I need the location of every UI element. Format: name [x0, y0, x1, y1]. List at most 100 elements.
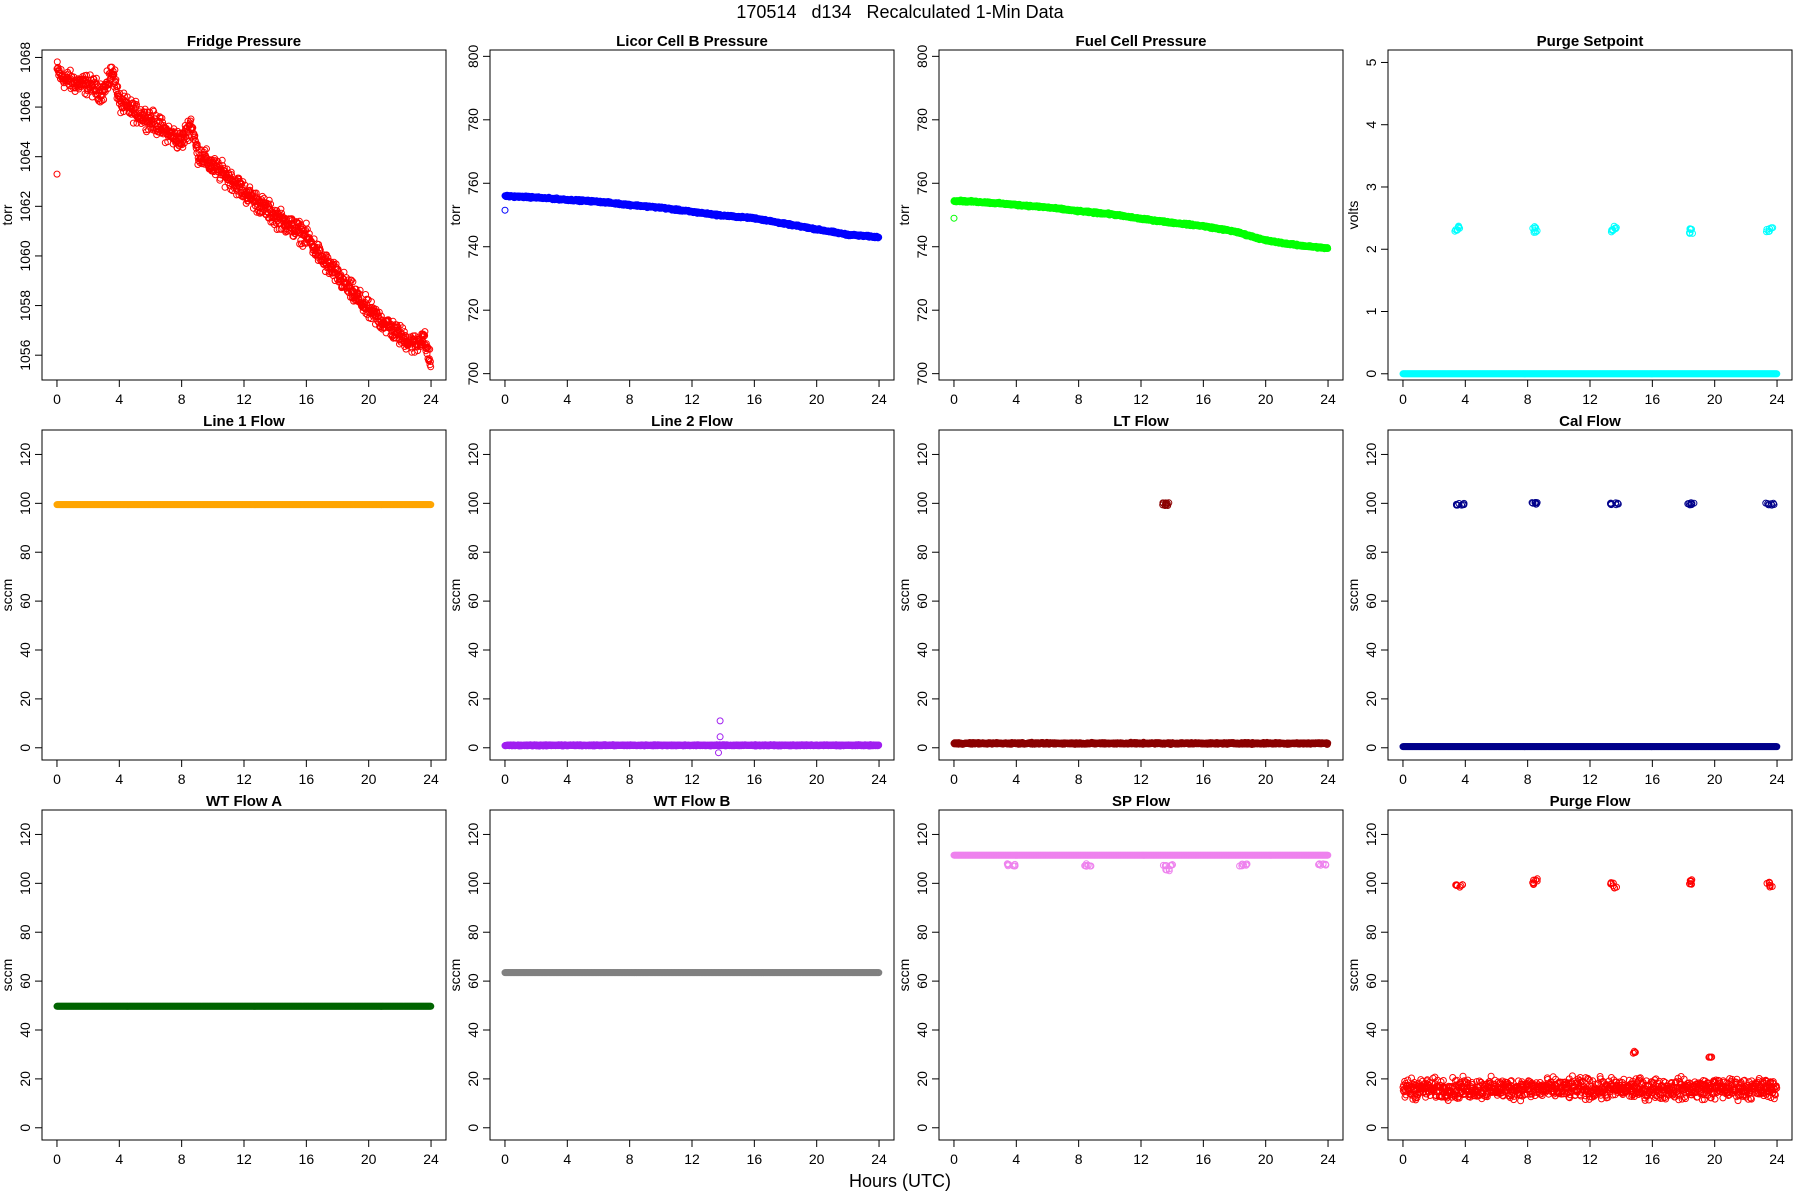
outlier-point	[53, 170, 61, 178]
data-point	[158, 114, 166, 122]
y-tick-label: 740	[914, 235, 930, 259]
y-tick-label: 720	[914, 298, 930, 322]
y-tick-label: 120	[17, 443, 33, 467]
x-tick-label: 8	[626, 771, 634, 787]
x-tick-label: 16	[747, 771, 763, 787]
data-point	[187, 115, 195, 123]
data-point	[201, 146, 209, 154]
data-point	[305, 230, 313, 238]
data-point	[418, 339, 425, 347]
x-tick-label: 24	[1320, 391, 1336, 407]
x-tick-label: 24	[871, 771, 887, 787]
data-point	[239, 178, 247, 186]
data-point	[426, 358, 434, 365]
plot-frame	[41, 429, 447, 761]
y-tick-label: 1060	[17, 240, 33, 271]
data-point	[147, 113, 155, 121]
x-tick-label: 0	[53, 391, 61, 407]
data-point	[265, 196, 273, 204]
y-tick-label: 100	[17, 491, 33, 515]
data-points	[53, 58, 435, 371]
y-tick-label: 20	[465, 691, 481, 707]
outlier-point	[501, 206, 509, 214]
data-point	[277, 205, 285, 213]
data-point	[426, 345, 434, 353]
x-tick-label: 12	[1133, 391, 1149, 407]
data-point	[233, 191, 241, 199]
data-point	[301, 229, 309, 237]
data-point	[132, 97, 140, 105]
data-point	[421, 332, 429, 340]
data-points	[53, 501, 435, 509]
x-tick-label: 8	[626, 391, 634, 407]
data-point	[112, 76, 120, 84]
y-tick-label: 20	[17, 691, 33, 707]
figure-title: 170514 d134 Recalculated 1-Min Data	[736, 2, 1064, 22]
y-tick-label: 780	[465, 108, 481, 132]
data-point	[100, 96, 108, 104]
data-point	[120, 89, 128, 97]
data-point	[875, 233, 883, 241]
x-tick-label: 0	[1399, 391, 1407, 407]
y-tick-label: 1068	[17, 42, 33, 73]
data-point	[348, 276, 355, 284]
x-tick-label: 20	[361, 391, 377, 407]
data-point	[92, 74, 100, 82]
x-tick-label: 12	[236, 771, 252, 787]
x-tick-label: 0	[501, 771, 509, 787]
y-axis-label: torr	[896, 204, 912, 225]
y-tick-label: 80	[17, 544, 33, 560]
x-tick-label: 8	[1524, 391, 1532, 407]
data-point	[179, 143, 187, 151]
x-tick-label: 12	[684, 391, 700, 407]
data-point	[303, 225, 311, 233]
data-points	[950, 196, 1332, 253]
panel-title: Line 1 Flow	[203, 413, 285, 430]
x-tick-label: 16	[299, 771, 315, 787]
x-tick-label: 16	[299, 391, 315, 407]
y-tick-label: 120	[465, 443, 481, 467]
data-point	[83, 71, 90, 79]
data-point	[375, 308, 383, 316]
data-point	[295, 220, 303, 228]
y-tick-label: 2	[1363, 245, 1379, 253]
data-point	[396, 321, 404, 329]
y-axis-label: torr	[0, 204, 15, 225]
y-axis-label: sccm	[0, 579, 15, 612]
data-point	[399, 324, 407, 332]
y-tick-label: 800	[465, 44, 481, 68]
x-tick-label: 8	[1075, 391, 1083, 407]
x-tick-label: 16	[1645, 391, 1661, 407]
x-tick-label: 16	[747, 391, 763, 407]
data-point	[377, 312, 385, 320]
y-tick-label: 1056	[17, 339, 33, 370]
y-tick-label: 4	[1363, 121, 1379, 129]
data-point	[310, 235, 318, 243]
data-point	[227, 168, 235, 176]
data-point	[218, 156, 226, 164]
y-tick-label: 800	[914, 44, 930, 68]
data-point	[427, 363, 435, 371]
x-tick-label: 8	[178, 771, 186, 787]
x-tick-label: 24	[423, 391, 439, 407]
x-tick-label: 24	[871, 391, 887, 407]
x-tick-label: 0	[53, 771, 61, 787]
y-axis-label: torr	[447, 204, 463, 225]
data-point	[146, 108, 153, 116]
x-tick-label: 4	[115, 391, 123, 407]
x-tick-label: 16	[1196, 391, 1212, 407]
y-tick-label: 720	[465, 298, 481, 322]
y-tick-label: 760	[914, 171, 930, 195]
data-point	[221, 183, 229, 191]
y-tick-label: 1058	[17, 290, 33, 321]
y-axis-label: volts	[1345, 201, 1361, 230]
y-tick-label: 760	[465, 171, 481, 195]
data-point	[241, 181, 249, 189]
y-tick-label: 740	[465, 235, 481, 259]
y-tick-label: 780	[914, 108, 930, 132]
x-tick-label: 12	[1582, 391, 1598, 407]
x-tick-label: 20	[1258, 391, 1274, 407]
